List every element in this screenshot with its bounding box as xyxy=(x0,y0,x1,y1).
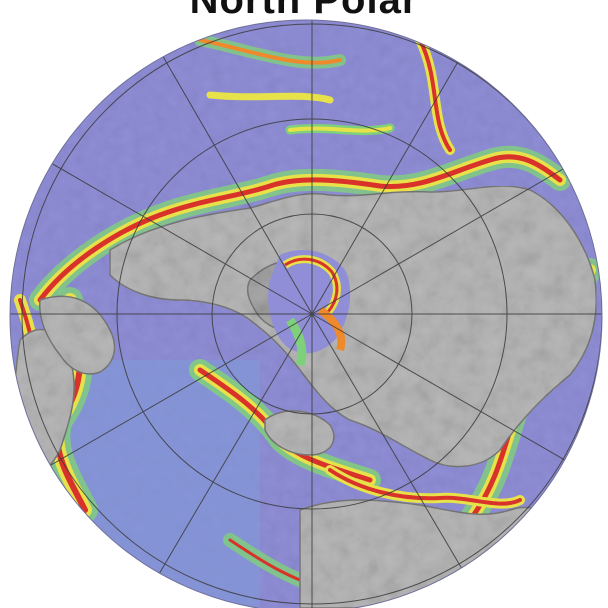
meridian-line xyxy=(138,20,313,315)
meridian-line xyxy=(12,313,313,488)
landmass-left-peninsula xyxy=(39,295,116,375)
figure-title: North Polar xyxy=(189,0,419,22)
landmass-lower-right xyxy=(299,499,561,608)
meridian-line xyxy=(311,20,486,315)
meridian-line xyxy=(311,313,602,486)
landmass-eurasia xyxy=(109,185,598,468)
map-border xyxy=(9,19,603,608)
meridian-line xyxy=(138,313,313,608)
meridian-line xyxy=(12,140,313,315)
meridian-line xyxy=(311,142,602,315)
meridian-line xyxy=(311,313,486,608)
landmass-island xyxy=(264,410,335,456)
